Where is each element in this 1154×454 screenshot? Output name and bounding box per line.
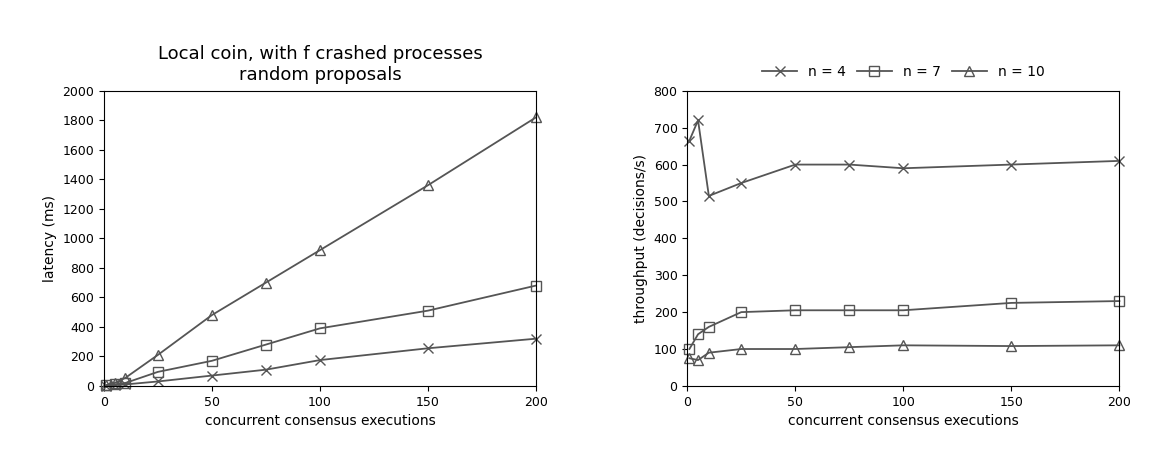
X-axis label: concurrent consensus executions: concurrent consensus executions (204, 414, 435, 428)
Y-axis label: throughput (decisions/s): throughput (decisions/s) (634, 154, 647, 323)
Legend: n = 4, n = 7, n = 10: n = 4, n = 7, n = 10 (757, 59, 1050, 84)
Y-axis label: latency (ms): latency (ms) (43, 195, 57, 282)
Title: Local coin, with f crashed processes
random proposals: Local coin, with f crashed processes ran… (158, 45, 482, 84)
X-axis label: concurrent consensus executions: concurrent consensus executions (788, 414, 1019, 428)
